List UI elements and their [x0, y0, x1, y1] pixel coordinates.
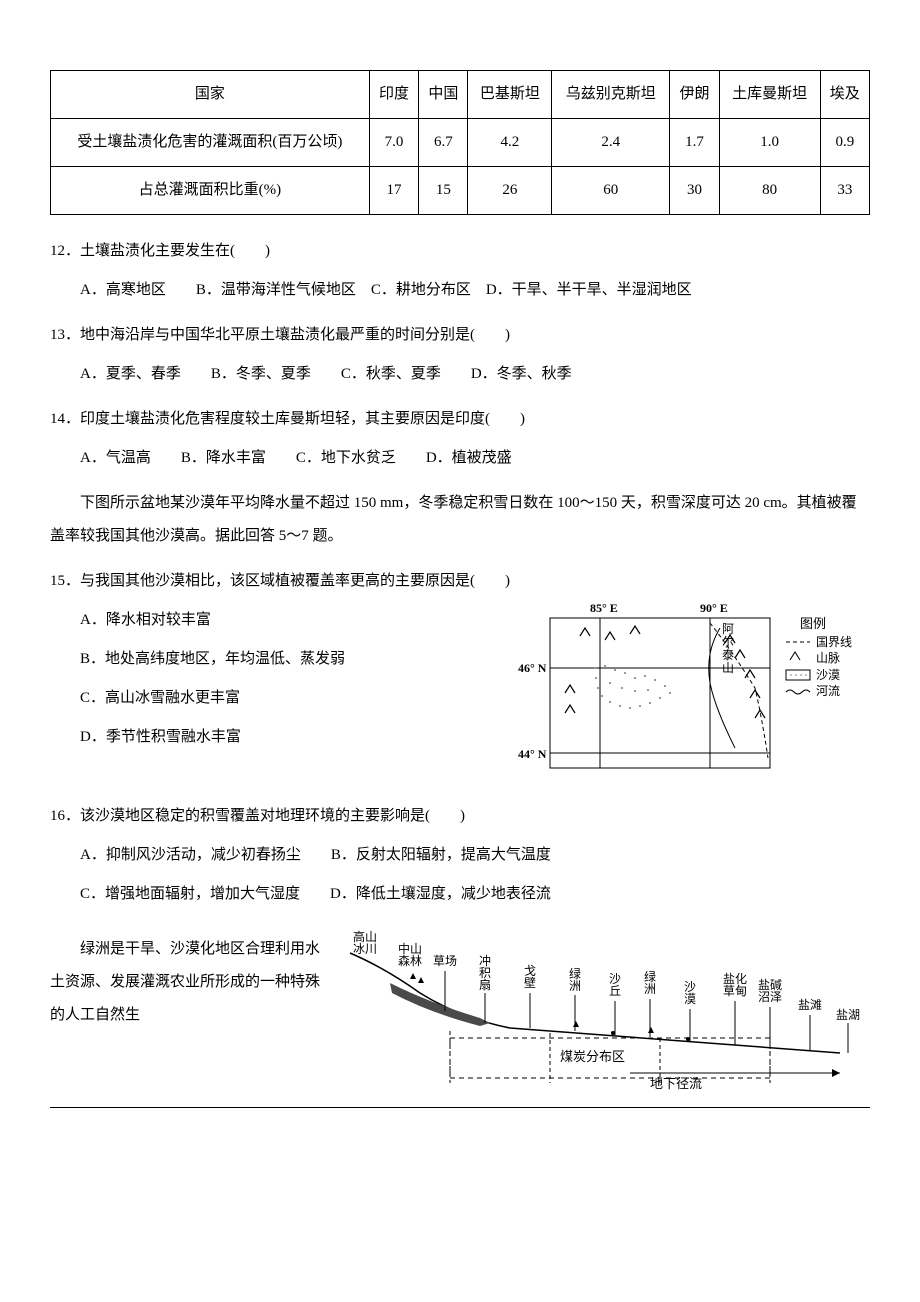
cell: 30 — [670, 167, 719, 215]
question-stem: 14．印度土壤盐渍化危害程度较土库曼斯坦轻，其主要原因是印度( ) — [50, 403, 870, 436]
question-stem: 15．与我国其他沙漠相比，该区域植被覆盖率更高的主要原因是( ) — [50, 565, 870, 598]
salinization-table: 国家 印度 中国 巴基斯坦 乌兹别克斯坦 伊朗 土库曼斯坦 埃及 受土壤盐渍化危… — [50, 70, 870, 215]
profile-figure: 煤炭分布区 地下径流 高山冰川 中山森林 草场 冲积扇 戈壁 绿洲 沙丘 绿洲 … — [330, 923, 870, 1093]
table-row: 占总灌溉面积比重(%) 17 15 26 60 30 80 33 — [51, 167, 870, 215]
col-header: 埃及 — [820, 71, 869, 119]
question-options: A．气温高 B．降水丰富 C．地下水贫乏 D．植被茂盛 — [80, 442, 870, 475]
profile-label: 绿洲 — [569, 966, 581, 993]
legend-item: 山脉 — [790, 650, 840, 665]
question-option: A．降水相对较丰富 — [80, 604, 500, 637]
col-header: 中国 — [419, 71, 468, 119]
passage-intro: 下图所示盆地某沙漠年平均降水量不超过 150 mm，冬季稳定积雪日数在 100～… — [50, 487, 870, 553]
profile-label: 戈壁 — [524, 964, 536, 990]
profile-label: 沙丘 — [609, 972, 621, 998]
legend-label: 山脉 — [816, 650, 840, 665]
profile-label: 沙漠 — [684, 980, 696, 1006]
profile-label: 盐滩 — [798, 998, 822, 1012]
question-option: B．地处高纬度地区，年均温低、蒸发弱 — [80, 643, 500, 676]
question-13: 13．地中海沿岸与中国华北平原土壤盐渍化最严重的时间分别是( ) A．夏季、春季… — [50, 319, 870, 391]
cell: 6.7 — [419, 119, 468, 167]
legend-item: 沙漠 — [786, 668, 840, 682]
passage-intro: 绿洲是干旱、沙漠化地区合理利用水土资源、发展灌溉农业所形成的一种特殊的人工自然生 — [50, 933, 320, 1032]
row-label: 占总灌溉面积比重(%) — [51, 167, 370, 215]
lat-label: 46° N — [518, 661, 547, 675]
profile-label: 中山森林 — [398, 941, 422, 968]
cell: 2.4 — [552, 119, 670, 167]
question-options: C．增强地面辐射，增加大气湿度 D．降低土壤湿度，减少地表径流 — [80, 878, 870, 911]
cell: 80 — [719, 167, 820, 215]
col-header: 伊朗 — [670, 71, 719, 119]
question-option: C．高山冰雪融水更丰富 — [80, 682, 500, 715]
question-options: A．抑制风沙活动，减少初春扬尘 B．反射太阳辐射，提高大气温度 — [80, 839, 870, 872]
table-row: 国家 印度 中国 巴基斯坦 乌兹别克斯坦 伊朗 土库曼斯坦 埃及 — [51, 71, 870, 119]
map-figure: 85° E 90° E 46° N 44° N — [510, 598, 870, 788]
col-header: 乌兹别克斯坦 — [552, 71, 670, 119]
question-15: 15．与我国其他沙漠相比，该区域植被覆盖率更高的主要原因是( ) A．降水相对较… — [50, 565, 870, 788]
col-header: 国家 — [51, 71, 370, 119]
cell: 7.0 — [369, 119, 418, 167]
legend-title: 图例 — [800, 616, 826, 631]
profile-label: 冲积扇 — [479, 953, 491, 992]
profile-label: 盐化草甸 — [723, 972, 747, 998]
cell: 26 — [468, 167, 552, 215]
legend-label: 国界线 — [816, 635, 852, 649]
question-option: D．季节性积雪融水丰富 — [80, 721, 500, 754]
lon-label: 85° E — [590, 601, 618, 615]
question-stem: 13．地中海沿岸与中国华北平原土壤盐渍化最严重的时间分别是( ) — [50, 319, 870, 352]
profile-label: 盐碱沼泽 — [758, 978, 782, 1004]
lat-label: 44° N — [518, 747, 547, 761]
profile-label: 绿洲 — [644, 969, 656, 996]
row-label: 受土壤盐渍化危害的灌溉面积(百万公顷) — [51, 119, 370, 167]
col-header: 印度 — [369, 71, 418, 119]
lon-label: 90° E — [700, 601, 728, 615]
coal-label: 煤炭分布区 — [560, 1049, 625, 1064]
cell: 4.2 — [468, 119, 552, 167]
question-14: 14．印度土壤盐渍化危害程度较土库曼斯坦轻，其主要原因是印度( ) A．气温高 … — [50, 403, 870, 475]
cell: 0.9 — [820, 119, 869, 167]
oasis-passage: 绿洲是干旱、沙漠化地区合理利用水土资源、发展灌溉农业所形成的一种特殊的人工自然生… — [50, 923, 870, 1093]
legend-label: 沙漠 — [816, 668, 840, 682]
mountain-label: 阿尔泰山 — [722, 622, 734, 675]
cell: 60 — [552, 167, 670, 215]
page-footer-rule — [50, 1107, 870, 1108]
groundwater-label: 地下径流 — [650, 1076, 702, 1091]
legend-item: 国界线 — [786, 635, 852, 649]
question-stem: 16．该沙漠地区稳定的积雪覆盖对地理环境的主要影响是( ) — [50, 800, 870, 833]
table-row: 受土壤盐渍化危害的灌溉面积(百万公顷) 7.0 6.7 4.2 2.4 1.7 … — [51, 119, 870, 167]
question-16: 16．该沙漠地区稳定的积雪覆盖对地理环境的主要影响是( ) A．抑制风沙活动，减… — [50, 800, 870, 911]
profile-label: 高山冰川 — [353, 929, 377, 956]
question-12: 12．土壤盐渍化主要发生在( ) A．高寒地区 B．温带海洋性气候地区 C．耕地… — [50, 235, 870, 307]
question-options: A．夏季、春季 B．冬季、夏季 C．秋季、夏季 D．冬季、秋季 — [80, 358, 870, 391]
col-header: 巴基斯坦 — [468, 71, 552, 119]
cell: 33 — [820, 167, 869, 215]
col-header: 土库曼斯坦 — [719, 71, 820, 119]
arrow-icon — [832, 1069, 840, 1077]
legend-item: 河流 — [786, 684, 840, 698]
profile-label: 草场 — [433, 954, 457, 968]
question-options: A．高寒地区 B．温带海洋性气候地区 C．耕地分布区 D．干旱、半干旱、半湿润地… — [80, 274, 870, 307]
cell: 1.0 — [719, 119, 820, 167]
question-stem: 12．土壤盐渍化主要发生在( ) — [50, 235, 870, 268]
profile-label: 盐湖 — [836, 1007, 860, 1022]
cell: 15 — [419, 167, 468, 215]
legend-label: 河流 — [816, 684, 840, 698]
cell: 1.7 — [670, 119, 719, 167]
cell: 17 — [369, 167, 418, 215]
